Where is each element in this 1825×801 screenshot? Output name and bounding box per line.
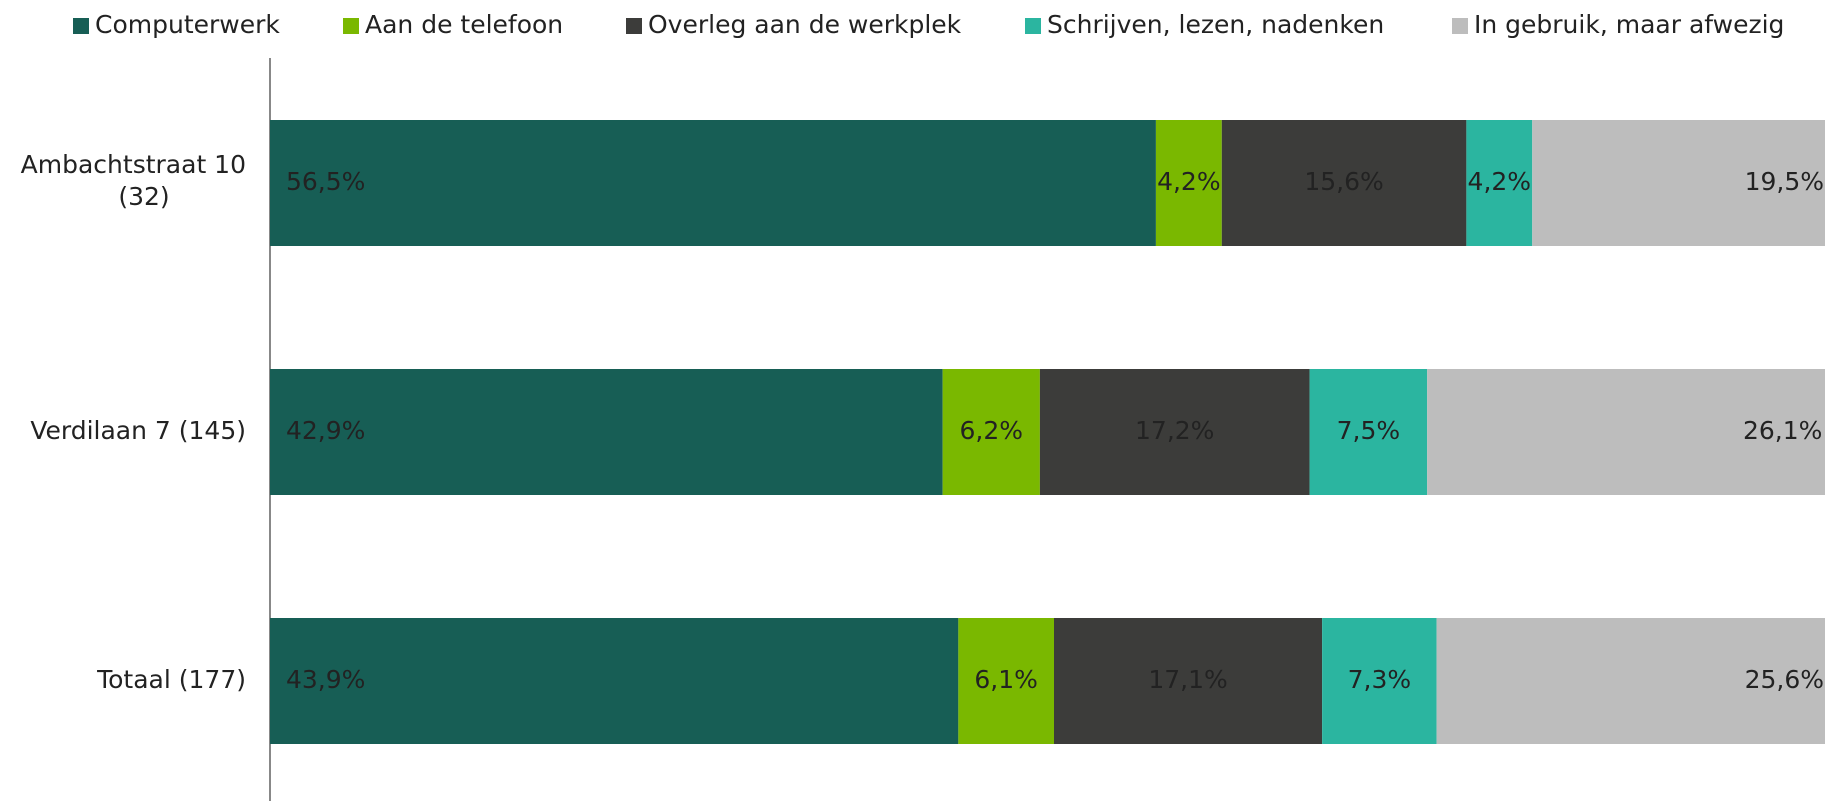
- bar-segment: [1322, 618, 1437, 744]
- data-label: 17,2%: [1135, 416, 1214, 445]
- data-label: 6,1%: [974, 665, 1038, 694]
- y-tick-label: Ambachtstraat 10 (32): [21, 150, 246, 211]
- bar-segment: [958, 618, 1054, 744]
- legend-label: Aan de telefoon: [365, 10, 563, 39]
- bar-segment: [1054, 618, 1323, 744]
- data-label: 7,5%: [1337, 416, 1401, 445]
- data-label: 25,6%: [1745, 665, 1824, 694]
- data-label: 19,5%: [1745, 167, 1824, 196]
- bar-segment: [1155, 120, 1222, 246]
- y-tick-label: Verdilaan 7 (145): [30, 416, 246, 445]
- data-label: 56,5%: [286, 167, 365, 196]
- bar-segment: [1221, 120, 1467, 246]
- bar-segment: [1436, 618, 1825, 744]
- bar-segment: [1039, 369, 1310, 495]
- data-label: 7,3%: [1348, 665, 1412, 694]
- legend-label: Computerwerk: [95, 10, 280, 39]
- data-label: 15,6%: [1304, 167, 1383, 196]
- legend-swatch: [343, 18, 359, 34]
- data-label: 6,2%: [960, 416, 1024, 445]
- data-label: 4,2%: [1157, 167, 1221, 196]
- y-tick-label: Totaal (177): [96, 665, 246, 694]
- legend-swatch: [1025, 18, 1041, 34]
- legend-swatch: [626, 18, 642, 34]
- data-label: 26,1%: [1743, 416, 1822, 445]
- bar-segment: [270, 618, 959, 744]
- bar-segment: [270, 369, 943, 495]
- bar-segment: [1427, 369, 1825, 495]
- data-label: 4,2%: [1468, 167, 1532, 196]
- bar-segment: [1309, 369, 1428, 495]
- legend-swatch: [1452, 18, 1468, 34]
- data-label: 43,9%: [286, 665, 365, 694]
- legend-label: Schrijven, lezen, nadenken: [1047, 10, 1384, 39]
- legend-swatch: [73, 18, 89, 34]
- data-label: 42,9%: [286, 416, 365, 445]
- legend-label: Overleg aan de werkplek: [648, 10, 962, 39]
- data-label: 17,1%: [1148, 665, 1227, 694]
- legend-label: In gebruik, maar afwezig: [1474, 10, 1784, 39]
- bar-segment: [1466, 120, 1533, 246]
- bar-segment: [1532, 120, 1825, 246]
- bar-segment: [942, 369, 1040, 495]
- bar-segment: [270, 120, 1156, 246]
